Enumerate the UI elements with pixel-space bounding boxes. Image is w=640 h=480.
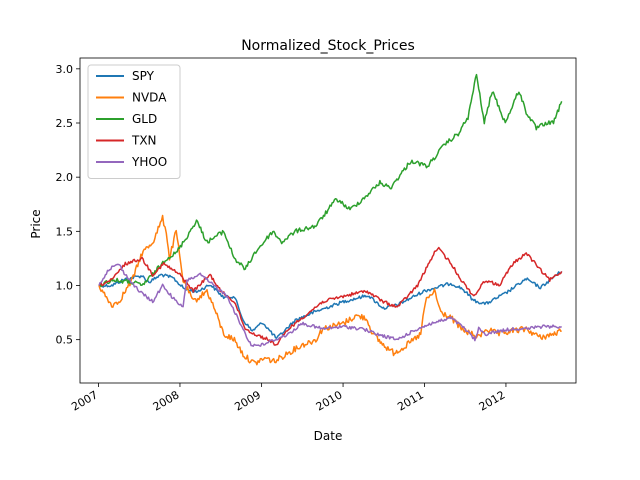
legend: SPY NVDA GLD TXN YHOO — [87, 64, 181, 179]
y-tick-label: 1.0 — [56, 280, 74, 293]
x-tick-label: 2007 — [69, 388, 100, 413]
series-line-gld — [98, 73, 563, 288]
legend-box — [87, 64, 181, 179]
plot-frame — [79, 57, 577, 384]
x-tick-label: 2008 — [151, 388, 182, 413]
legend-label-txn: TXN — [131, 134, 157, 148]
x-tick-label: 2009 — [232, 388, 263, 413]
series-line-spy — [98, 271, 563, 339]
x-axis-label: Date — [314, 429, 343, 443]
x-tick-label: 2012 — [477, 388, 508, 413]
y-tick-label: 3.0 — [56, 63, 74, 76]
series-line-txn — [98, 246, 563, 346]
series-line-nvda — [98, 214, 562, 366]
y-tick-label: 0.5 — [56, 334, 74, 347]
x-tick-label: 2011 — [395, 388, 426, 413]
chart-title: Normalized_Stock_Prices — [241, 38, 415, 54]
y-tick-label: 1.5 — [56, 225, 74, 238]
x-tick-label: 2010 — [314, 388, 345, 413]
legend-label-gld: GLD — [132, 112, 157, 126]
legend-label-nvda: NVDA — [132, 91, 167, 105]
series-line-yhoo — [98, 263, 562, 347]
legend-label-yhoo: YHOO — [131, 155, 167, 169]
y-tick-label: 2.0 — [56, 171, 74, 184]
axes: 0.5 1.0 1.5 2.0 2.5 3.0 2007 2008 2009 2010 2011 20… — [56, 57, 577, 414]
y-tick-label: 2.5 — [56, 117, 74, 130]
legend-label-spy: SPY — [132, 69, 155, 83]
y-axis-label: Price — [29, 209, 43, 238]
plot-area — [98, 73, 563, 366]
